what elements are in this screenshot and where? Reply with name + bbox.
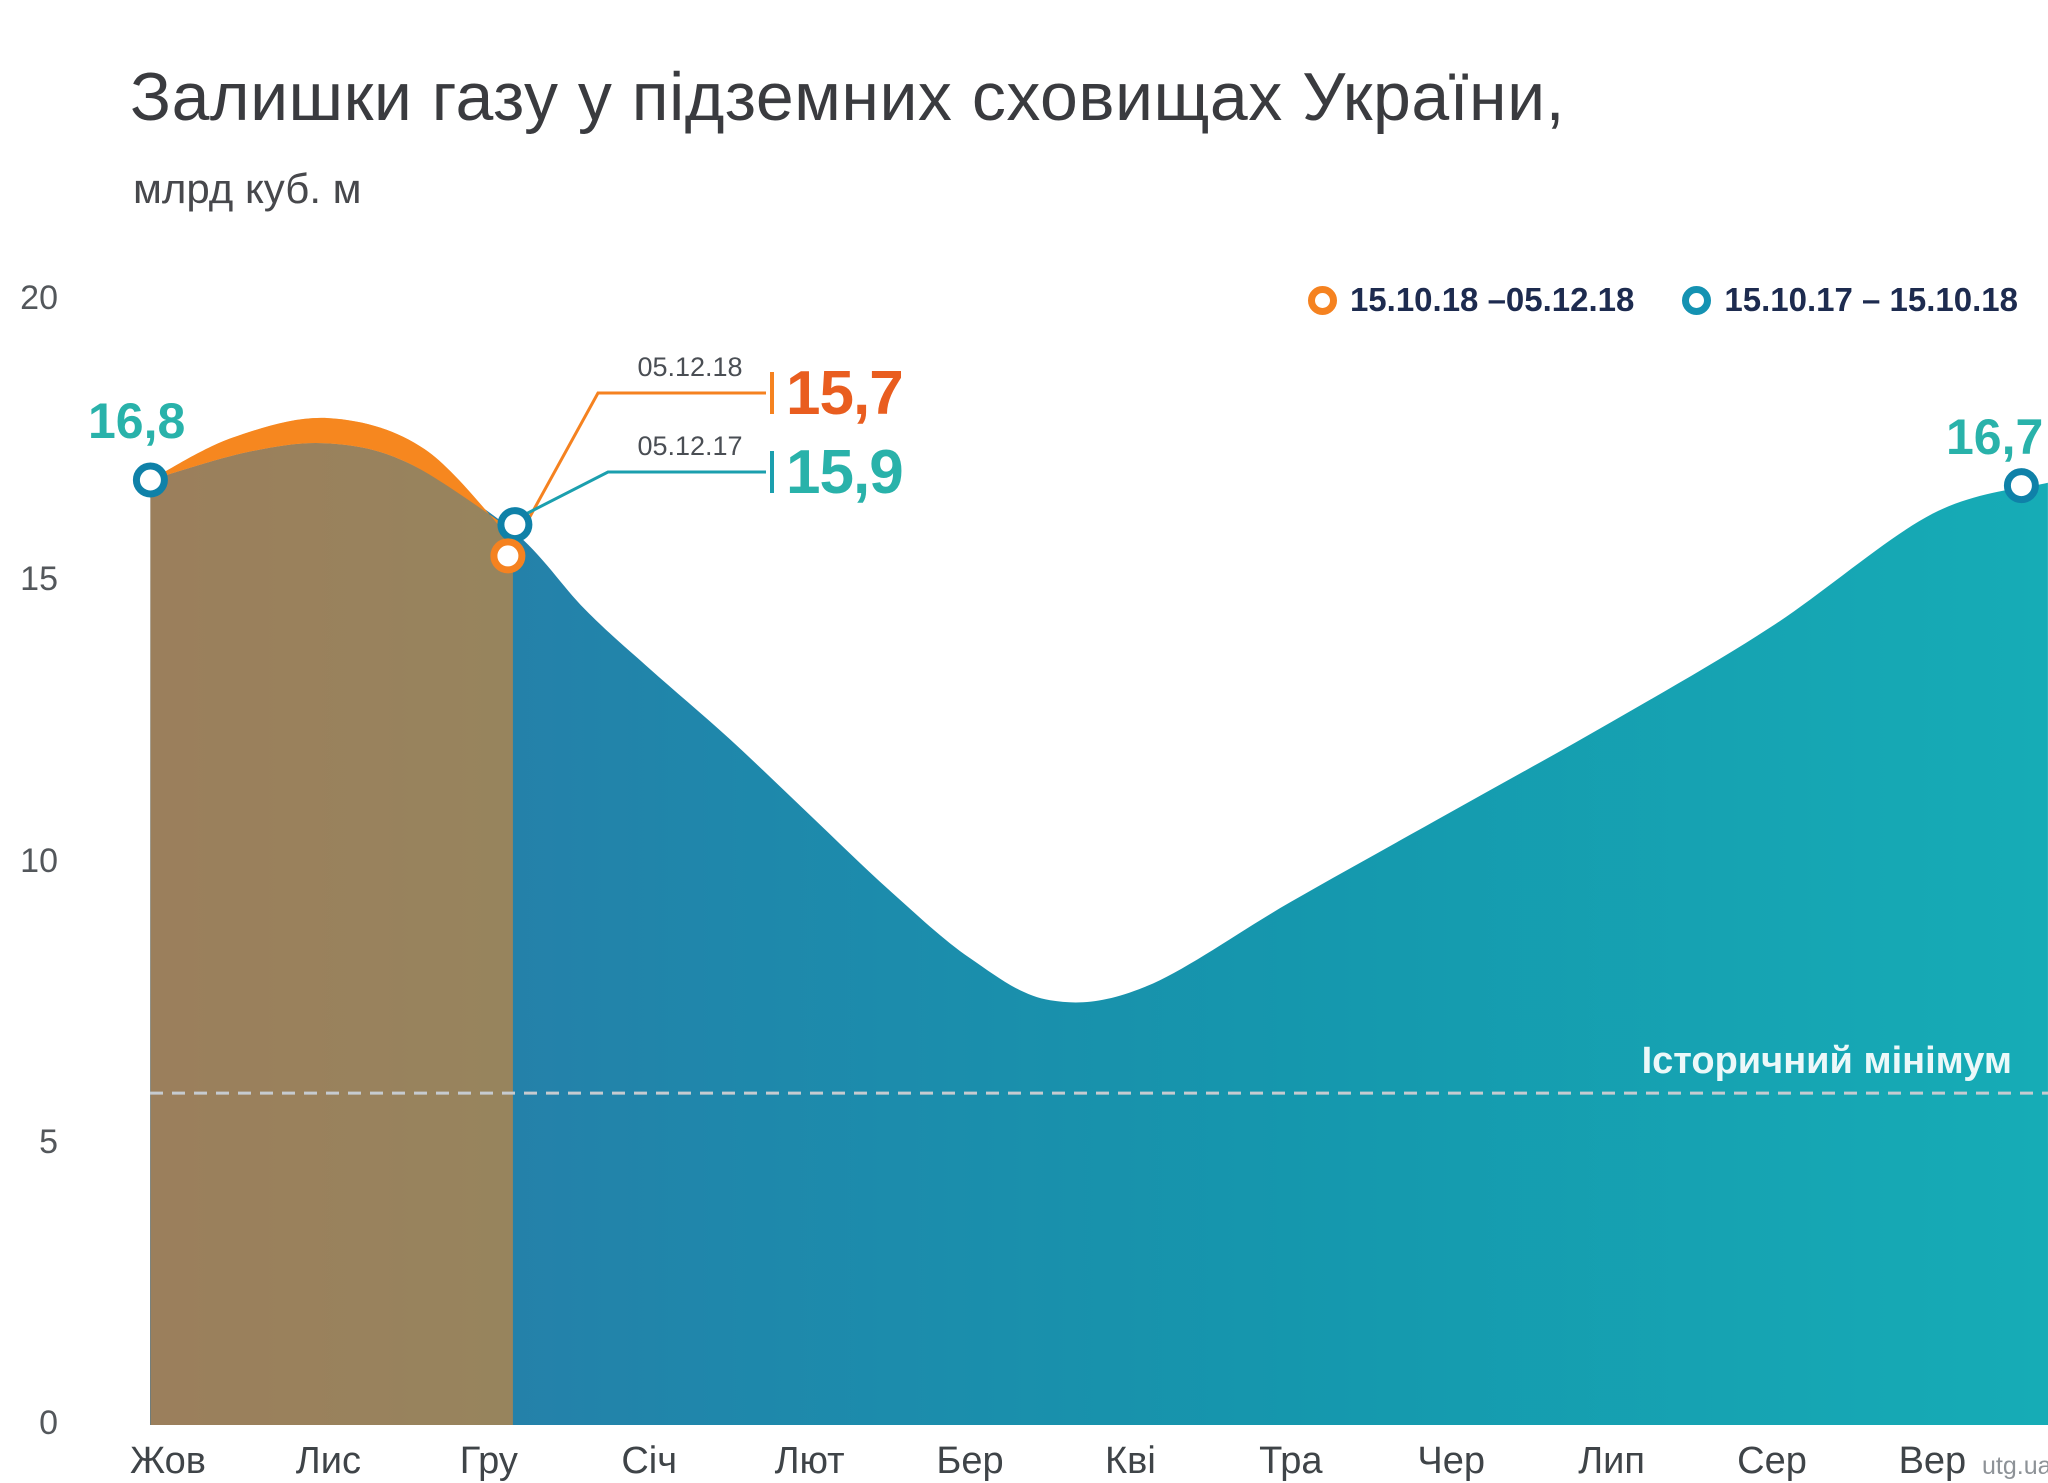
current-callout-value: 15,7 — [786, 359, 904, 428]
current-callout-line — [514, 391, 766, 543]
x-tick-label-3: Гру — [459, 1440, 518, 1482]
x-tick-label-8: Тра — [1259, 1440, 1323, 1482]
series-current-overlay — [150, 417, 513, 1425]
data-point-marker-previous-0 — [132, 462, 168, 498]
legend-ring-icon — [1307, 285, 1337, 315]
previous-callout-line — [519, 470, 766, 519]
x-tick-label-5: Лют — [774, 1440, 845, 1482]
legend-label: 15.10.17 – 15.10.18 — [1724, 281, 2018, 318]
x-tick-label-2: Лис — [295, 1440, 361, 1482]
watermark: utg.ua — [1982, 1452, 2048, 1480]
y-tick-label-10: 10 — [20, 841, 58, 880]
end-value-label: 16,7 — [1946, 409, 2044, 465]
x-tick-label-12: Вер — [1898, 1440, 1967, 1482]
legend-item-previous: 15.10.17 – 15.10.18 — [1682, 281, 2018, 319]
x-tick-label-9: Чер — [1417, 1440, 1485, 1482]
current-callout-date: 05.12.18 — [637, 352, 743, 382]
page-title: Залишки газу у підземних сховищах Україн… — [130, 59, 1565, 135]
x-tick-label-7: Кві — [1105, 1440, 1156, 1482]
legend-ring-icon — [1682, 285, 1712, 315]
series-previous-area — [150, 442, 2048, 1425]
legend-label: 15.10.18 –05.12.18 — [1349, 281, 1635, 318]
page-subtitle: млрд куб. м — [133, 165, 362, 212]
legend: 15.10.18 –05.12.18 15.10.17 – 15.10.18 — [1307, 281, 2018, 319]
y-tick-label-20: 20 — [20, 279, 58, 317]
x-tick-label-1: Жов — [130, 1440, 206, 1482]
x-tick-label-10: Лип — [1578, 1440, 1645, 1482]
y-tick-label-15: 15 — [20, 560, 58, 599]
data-point-marker-previous-1 — [497, 507, 533, 543]
legend-item-current: 15.10.18 –05.12.18 — [1307, 281, 1635, 319]
x-tick-label-4: Січ — [621, 1440, 678, 1482]
previous-callout-value: 15,9 — [786, 438, 904, 507]
historical-min-label: Історичний мінімум — [1641, 1040, 2012, 1082]
data-point-marker-current-2 — [490, 538, 526, 574]
data-point-marker-previous-3 — [2003, 468, 2039, 504]
y-tick-label-5: 5 — [39, 1122, 58, 1161]
previous-callout-date: 05.12.17 — [637, 431, 743, 461]
start-value-label: 16,8 — [88, 393, 186, 449]
series-current-sliver — [150, 417, 513, 542]
y-tick-label-0: 0 — [39, 1404, 58, 1442]
x-tick-label-11: Сер — [1737, 1440, 1807, 1482]
x-tick-label-6: Бер — [936, 1440, 1004, 1482]
